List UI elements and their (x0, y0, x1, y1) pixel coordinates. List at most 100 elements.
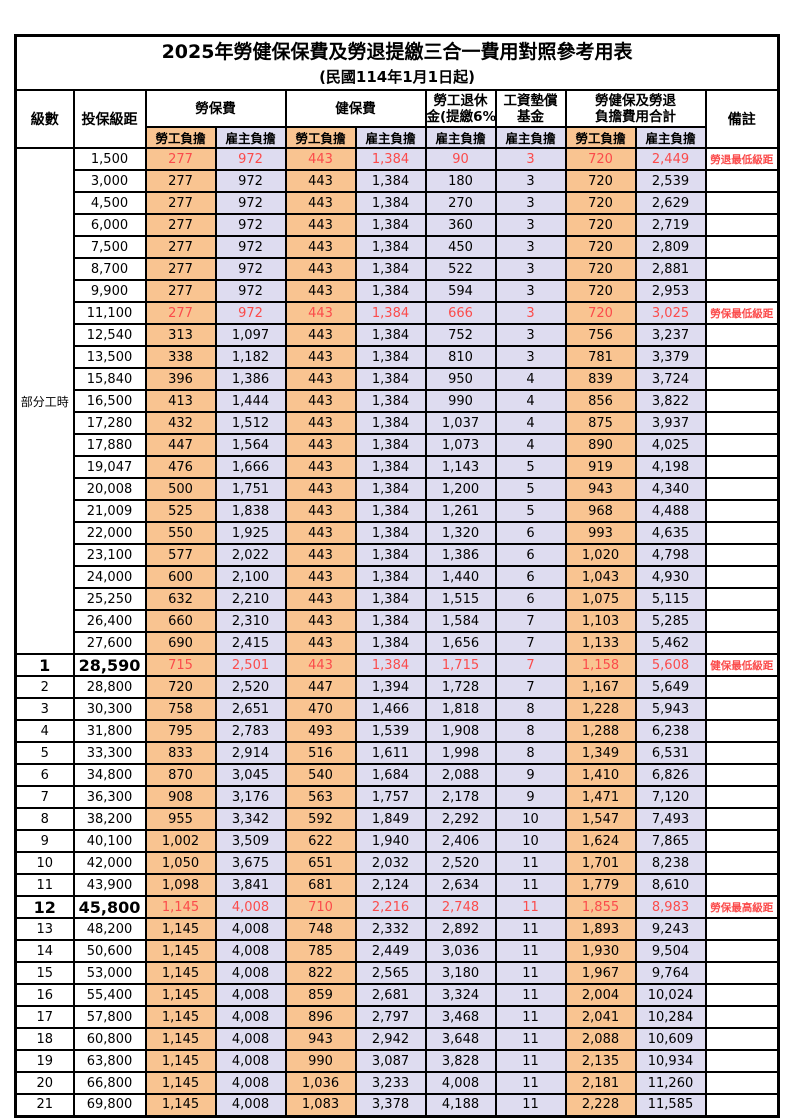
health-employee-cell: 443 (284, 345, 357, 369)
total-header: 勞健保及勞退 負擔費用合計 (564, 89, 707, 128)
total-employee-cell: 1,020 (564, 543, 637, 567)
wage-fund-employer-cell: 6 (494, 587, 567, 611)
total-employer-cell: 8,983 (634, 895, 707, 919)
labor-employer-cell: 1,751 (214, 477, 287, 501)
bracket-cell: 3,000 (72, 169, 147, 193)
title-cell: 2025年勞健保保費及勞退提繳三合一費用對照參考用表 (民國114年1月1日起) (14, 34, 780, 91)
bracket-cell: 23,100 (72, 543, 147, 567)
labor-employer-cell: 1,097 (214, 323, 287, 347)
health-employer-cell: 2,332 (354, 917, 427, 941)
bracket-cell: 60,800 (72, 1027, 147, 1051)
remark-cell (704, 389, 780, 413)
bracket-cell: 28,590 (72, 653, 147, 677)
pension-employer-cell: 1,143 (424, 455, 497, 479)
health-employer-cell: 1,757 (354, 785, 427, 809)
total-employer-cell: 7,493 (634, 807, 707, 831)
bracket-cell: 12,540 (72, 323, 147, 347)
table-row: 9,900 277 972 443 1,384 594 3 720 2,953 (16, 279, 780, 303)
total-header-line1: 勞健保及勞退 (595, 92, 676, 109)
bracket-cell: 53,000 (72, 961, 147, 985)
table-row: 11,100 277 972 443 1,384 666 3 720 3,025 勞保最低級距 (16, 301, 780, 325)
wage-fund-employer-cell: 3 (494, 169, 567, 193)
labor-employee-cell: 1,145 (144, 1005, 217, 1029)
total-employee-cell: 1,167 (564, 675, 637, 699)
table-row: 25,250 632 2,210 443 1,384 1,515 6 1,075 5,115 (16, 587, 780, 611)
total-employee-cell: 1,471 (564, 785, 637, 809)
labor-employer-cell: 3,176 (214, 785, 287, 809)
total-employer-cell: 5,462 (634, 631, 707, 655)
total-employer-cell: 2,953 (634, 279, 707, 303)
labor-employer-cell: 1,666 (214, 455, 287, 479)
labor-employee-cell: 277 (144, 169, 217, 193)
remark-cell (704, 499, 780, 523)
pension-employer-cell: 990 (424, 389, 497, 413)
remark-cell (704, 631, 780, 655)
bracket-cell: 69,800 (72, 1093, 147, 1117)
total-employee-cell: 1,228 (564, 697, 637, 721)
total-employer-cell: 2,539 (634, 169, 707, 193)
wage-fund-employer-cell: 3 (494, 257, 567, 281)
pension-employer-cell: 450 (424, 235, 497, 259)
table-row: 6 34,800 870 3,045 540 1,684 2,088 9 1,410 6,826 (14, 763, 780, 787)
health-employee-cell: 681 (284, 873, 357, 897)
remark-cell (704, 235, 780, 259)
labor-employee-cell: 277 (144, 279, 217, 303)
total-employee-cell: 856 (564, 389, 637, 413)
level-cell: 7 (14, 785, 75, 809)
labor-employee-cell: 1,145 (144, 1049, 217, 1073)
level-cell: 16 (14, 983, 75, 1007)
total-employer-cell: 2,809 (634, 235, 707, 259)
health-employer-cell: 2,565 (354, 961, 427, 985)
total-employer-cell: 4,635 (634, 521, 707, 545)
total-employer-cell: 11,260 (634, 1071, 707, 1095)
table-row: 18 60,800 1,145 4,008 943 2,942 3,648 11 2,088 10… (14, 1027, 780, 1051)
health-employee-cell: 710 (284, 895, 357, 919)
health-employee-cell: 540 (284, 763, 357, 787)
total-employee-cell: 781 (564, 345, 637, 369)
health-employee-cell: 443 (284, 587, 357, 611)
labor-fee-header: 勞保費 (144, 89, 287, 128)
health-employee-cell: 443 (284, 301, 357, 325)
level-cell: 21 (14, 1093, 75, 1117)
bracket-cell: 16,500 (72, 389, 147, 413)
pension-employer-cell: 360 (424, 213, 497, 237)
remark-cell (704, 719, 780, 743)
health-employer-cell: 1,539 (354, 719, 427, 743)
remark-cell (704, 169, 780, 193)
labor-employer-cell: 3,342 (214, 807, 287, 831)
total-employee-cell: 839 (564, 367, 637, 391)
bracket-cell: 30,300 (72, 697, 147, 721)
total-employee-cell: 720 (564, 169, 637, 193)
health-employer-cell: 1,384 (354, 279, 427, 303)
labor-employer-cell: 2,651 (214, 697, 287, 721)
wage-fund-employer-cell: 3 (494, 279, 567, 303)
total-employee-cell: 2,088 (564, 1027, 637, 1051)
total-employee-cell: 875 (564, 411, 637, 435)
health-employee-cell: 443 (284, 411, 357, 435)
pension-employer-cell: 3,180 (424, 961, 497, 985)
bracket-cell: 34,800 (72, 763, 147, 787)
total-employer-cell: 7,865 (634, 829, 707, 853)
health-employer-cell: 2,032 (354, 851, 427, 875)
labor-employee-cell: 632 (144, 587, 217, 611)
health-employer-cell: 1,384 (354, 587, 427, 611)
pension-employer-cell: 522 (424, 257, 497, 281)
labor-employer-cell: 972 (214, 213, 287, 237)
total-employee-cell: 1,103 (564, 609, 637, 633)
table-row: 26,400 660 2,310 443 1,384 1,584 7 1,103 5,285 (16, 609, 780, 633)
total-employee-cell: 1,701 (564, 851, 637, 875)
total-header-line2: 負擔費用合計 (595, 108, 676, 125)
health-employee-cell: 443 (284, 235, 357, 259)
total-employee-cell: 720 (564, 235, 637, 259)
table-row: 7,500 277 972 443 1,384 450 3 720 2,809 (16, 235, 780, 259)
health-employee-cell: 822 (284, 961, 357, 985)
pension-employer-cell: 3,828 (424, 1049, 497, 1073)
health-employer-cell: 1,384 (354, 631, 427, 655)
bracket-cell: 6,000 (72, 213, 147, 237)
bracket-cell: 40,100 (72, 829, 147, 853)
labor-employer-cell: 3,509 (214, 829, 287, 853)
level-cell: 12 (14, 895, 75, 919)
pension-employer-cell: 2,748 (424, 895, 497, 919)
remark-cell (704, 345, 780, 369)
health-fee-header: 健保費 (284, 89, 427, 128)
